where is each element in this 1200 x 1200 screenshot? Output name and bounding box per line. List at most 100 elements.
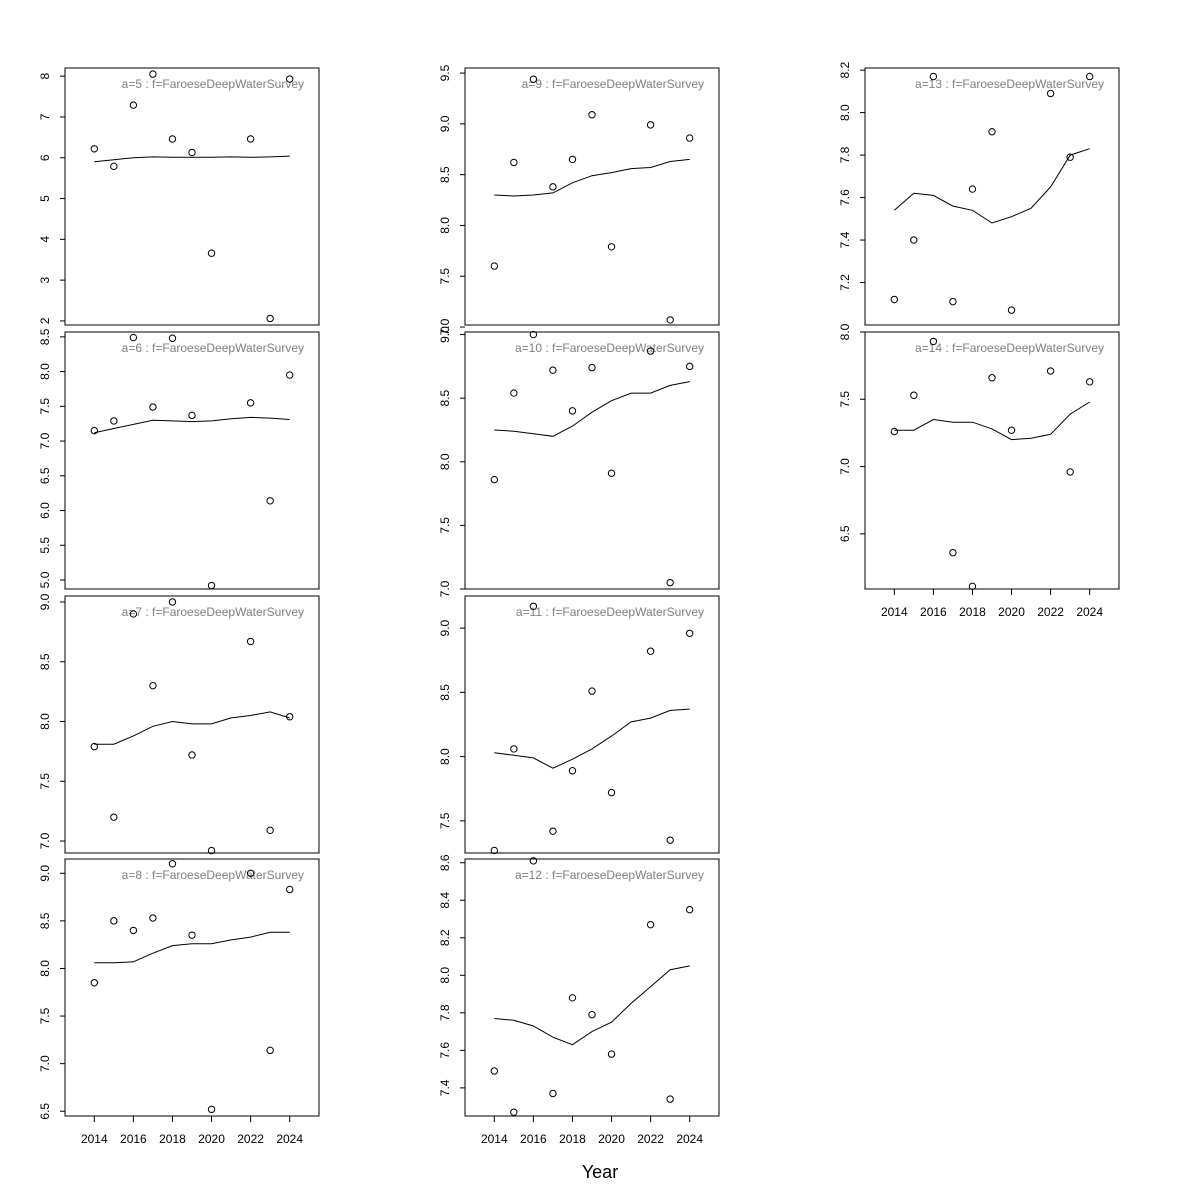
y-tick-label: 7.5 (838, 391, 852, 408)
y-tick-label: 4 (38, 236, 52, 243)
observed-point (646, 920, 655, 929)
y-tick-label: 5 (38, 195, 52, 202)
y-tick-label: 7.0 (38, 432, 52, 449)
y-tick-label: 9.0 (438, 326, 452, 343)
x-tick-label: 2018 (159, 1132, 186, 1146)
y-tick-label: 8.2 (438, 929, 452, 946)
observed-point (890, 427, 899, 436)
observed-point (285, 371, 294, 379)
observed-point (588, 687, 596, 695)
y-tick-label: 6.5 (38, 467, 52, 484)
observed-point (110, 813, 118, 821)
panel-title: a=10 : f=FaroeseDeepWaterSurvey (515, 341, 704, 355)
observed-point (207, 581, 216, 590)
observed-point (1066, 153, 1074, 161)
observed-point (129, 610, 138, 618)
panel-frame (64, 858, 320, 1117)
observed-point (588, 363, 596, 372)
y-tick-label: 5.5 (38, 537, 52, 554)
y-tick-label: 7.0 (438, 580, 452, 597)
y-tick-label: 9.5 (438, 64, 452, 81)
y-tick-label: 7.5 (38, 1007, 52, 1024)
observed-point (949, 297, 957, 306)
observed-point (929, 337, 938, 346)
observed-point (207, 249, 216, 257)
fitted-line (94, 931, 290, 964)
observed-point (129, 926, 138, 935)
y-tick-label: 3 (38, 276, 52, 283)
fitted-line (94, 416, 290, 434)
y-tick-label: 7.8 (438, 1004, 452, 1021)
observed-point (207, 846, 216, 855)
y-tick-label: 7.4 (438, 1079, 452, 1096)
y-tick-label: 7 (38, 113, 52, 120)
panel-frame (64, 67, 320, 326)
y-tick-label: 7.0 (38, 832, 52, 849)
y-tick-label: 8.5 (38, 912, 52, 929)
observed-point (90, 979, 99, 987)
y-tick-label: 7.6 (838, 189, 852, 206)
panel-frame (464, 595, 720, 854)
observed-point (188, 931, 196, 939)
observed-point (968, 185, 977, 193)
fitted-line (494, 381, 690, 437)
y-tick-label: 8.6 (438, 854, 452, 871)
y-tick-label: 9.0 (438, 619, 452, 636)
observed-point (549, 827, 557, 835)
observed-point (666, 836, 674, 844)
observed-point (129, 333, 138, 342)
panel-frame (64, 595, 320, 854)
observed-point (285, 713, 294, 721)
observed-point (1046, 89, 1055, 98)
y-tick-label: 7.0 (838, 458, 852, 475)
observed-point (246, 637, 255, 646)
x-tick-label: 2022 (1037, 605, 1064, 619)
y-tick-label: 8.5 (438, 166, 452, 183)
y-tick-label: 8.0 (838, 323, 852, 340)
observed-point (685, 134, 694, 142)
y-tick-label: 6.5 (38, 1103, 52, 1120)
observed-point (188, 411, 196, 420)
observed-point (149, 681, 157, 690)
x-tick-label: 2020 (198, 1132, 225, 1146)
y-tick-label: 8.5 (38, 328, 52, 345)
observed-point (490, 846, 499, 855)
panels-layer: 2 3 4 5 6 7 8 a=5 : f=FaroeseDeepWaterSurvey 5.0… (38, 61, 1120, 1146)
x-tick-label: 2018 (559, 1132, 586, 1146)
panel-title: a=6 : f=FaroeseDeepWaterSurvey (122, 341, 304, 355)
observed-point (568, 994, 577, 1002)
y-tick-label: 7.5 (38, 773, 52, 790)
fitted-line (494, 158, 690, 197)
panel-7: 7.5 8.0 8.5 9.0 a=11 : f=FaroeseDeepWaterSur… (438, 595, 720, 855)
y-tick-label: 5.0 (38, 571, 52, 588)
observed-point (685, 629, 694, 637)
observed-point (168, 135, 177, 143)
observed-point (490, 1067, 499, 1075)
x-tick-label: 2020 (998, 605, 1025, 619)
observed-point (168, 598, 177, 606)
y-tick-label: 7.8 (838, 146, 852, 163)
y-tick-label: 7.4 (838, 231, 852, 248)
panel-title: a=7 : f=FaroeseDeepWaterSurvey (122, 605, 304, 619)
observed-point (549, 366, 557, 374)
x-tick-label: 2018 (959, 605, 986, 619)
x-tick-label: 2024 (676, 1132, 703, 1146)
y-tick-label: 7.2 (838, 274, 852, 291)
panel-title: a=11 : f=FaroeseDeepWaterSurvey (516, 605, 704, 619)
y-tick-label: 7.6 (438, 1042, 452, 1059)
panel-title: a=9 : f=FaroeseDeepWaterSurvey (522, 77, 704, 91)
observed-point (529, 602, 538, 610)
observed-point (285, 75, 294, 83)
panel-frame (464, 331, 720, 590)
panel-1: 2 3 4 5 6 7 8 a=5 : f=FaroeseDeepWaterSurvey (38, 67, 320, 326)
panel-6: 7.0 7.5 8.0 8.5 9.0 a=10 : f=FaroeseDeepWater… (438, 326, 720, 597)
observed-point (510, 389, 518, 397)
x-axis-label: Year (582, 1162, 618, 1182)
observed-point (607, 1050, 616, 1058)
observed-point (1085, 378, 1094, 386)
y-tick-label: 8.0 (438, 748, 452, 765)
panel-title: a=5 : f=FaroeseDeepWaterSurvey (122, 77, 304, 91)
panel-10: 6.5 7.0 7.5 8.0 2014 2016 2018 2020 2022 2024 a=14… (838, 323, 1120, 619)
fitted-line (494, 965, 690, 1046)
